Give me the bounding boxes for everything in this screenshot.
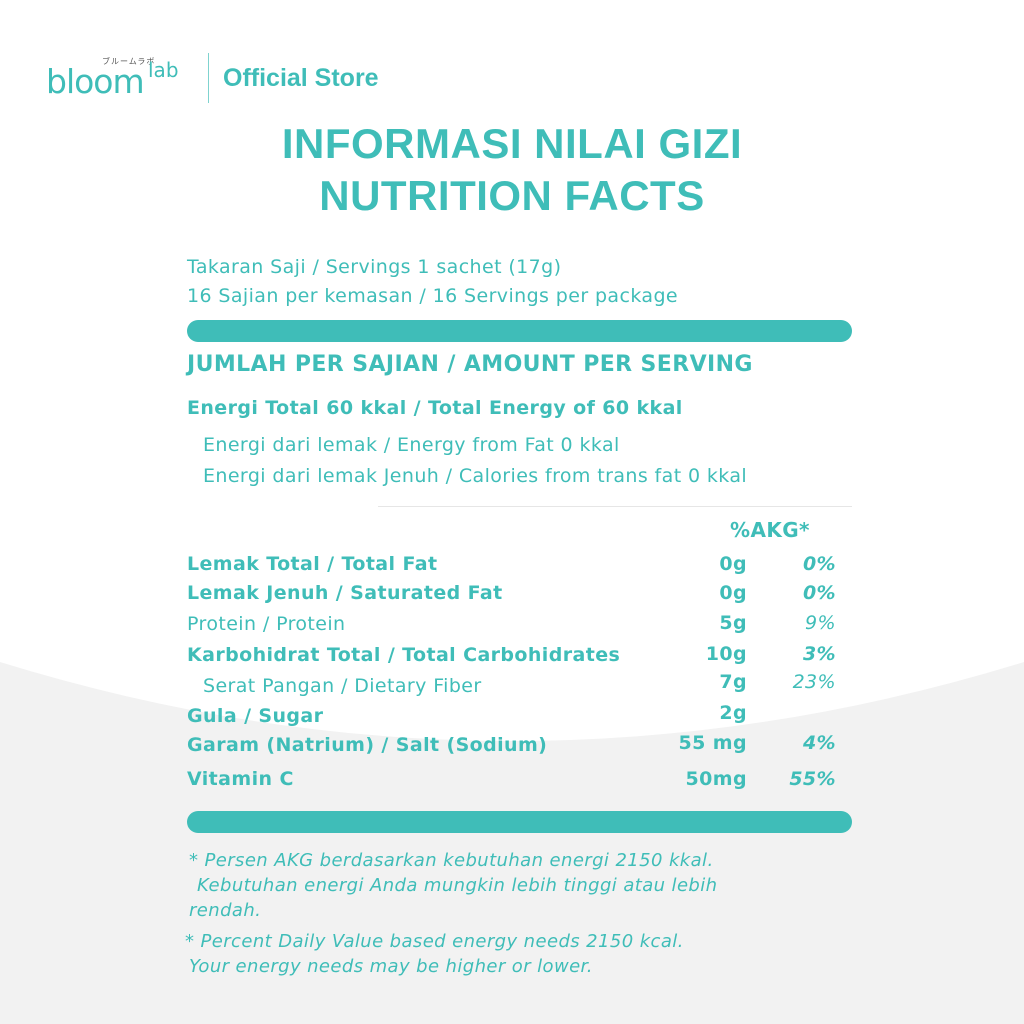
nutrient-akg: 23% [792, 671, 836, 693]
nutrient-amount: 55 mg [678, 732, 747, 754]
logo-kana: ブルームラボ [102, 57, 156, 66]
bloomlab-logo[interactable]: ブルームラボ bloom lab [46, 54, 196, 102]
nutrient-akg: 0% [802, 582, 836, 604]
nutrient-label: Lemak Total / Total Fat [187, 553, 438, 575]
nutrient-label: Protein / Protein [187, 613, 346, 635]
energy-from-saturated-fat: Energi dari lemak Jenuh / Calories from … [203, 465, 748, 487]
footnote-en-line2: Your energy needs may be higher or lower… [189, 956, 593, 977]
nutrient-amount: 10g [705, 643, 747, 665]
title-indonesian: INFORMASI NILAI GIZI [281, 120, 743, 167]
nutrient-amount: 50mg [685, 768, 747, 790]
nutrient-label: Garam (Natrium) / Salt (Sodium) [187, 734, 548, 756]
nutrient-amount: 0g [719, 582, 747, 604]
servings-per-package: 16 Sajian per kemasan / 16 Servings per … [187, 285, 678, 307]
energy-total: Energi Total 60 kkal / Total Energy of 6… [187, 397, 683, 419]
header-divider [208, 53, 209, 103]
nutrient-amount: 0g [719, 553, 747, 575]
nutrient-amount: 2g [719, 702, 747, 724]
bottom-divider-bar [187, 811, 852, 833]
thin-divider [378, 506, 852, 507]
title-english: NUTRITION FACTS [319, 172, 705, 219]
nutrient-akg: 9% [805, 612, 836, 634]
footnote-id-line2: Kebutuhan energi Anda mungkin lebih ting… [197, 875, 718, 896]
nutrient-label: Serat Pangan / Dietary Fiber [203, 675, 482, 697]
nutrient-label: Vitamin C [187, 768, 294, 790]
logo-sup: lab [148, 58, 179, 82]
official-store-label: Official Store [223, 63, 379, 92]
footnote-id-line1: * Persen AKG berdasarkan kebutuhan energ… [189, 850, 714, 871]
nutrient-akg: 4% [802, 732, 836, 754]
footnote-en-line1: * Percent Daily Value based energy needs… [185, 931, 684, 952]
store-header: ブルームラボ bloom lab Official Store [46, 52, 379, 104]
nutrient-label: Lemak Jenuh / Saturated Fat [187, 582, 503, 604]
nutrient-amount: 5g [719, 612, 747, 634]
amount-per-serving-header: JUMLAH PER SAJIAN / AMOUNT PER SERVING [187, 352, 753, 377]
footnote-id-line3: rendah. [189, 900, 262, 921]
nutrient-amount: 7g [719, 671, 747, 693]
nutrient-akg: 0% [802, 553, 836, 575]
nutrient-akg: 3% [802, 643, 836, 665]
nutrient-akg: 55% [789, 768, 836, 790]
nutrient-label: Karbohidrat Total / Total Carbohidrates [187, 644, 621, 666]
energy-from-fat: Energi dari lemak / Energy from Fat 0 kk… [203, 434, 620, 456]
top-divider-bar [187, 320, 852, 342]
serving-size: Takaran Saji / Servings 1 sachet (17g) [187, 256, 562, 278]
logo-text: bloom [46, 62, 145, 101]
akg-header: %AKG* [730, 518, 810, 542]
nutrient-label: Gula / Sugar [187, 705, 324, 727]
